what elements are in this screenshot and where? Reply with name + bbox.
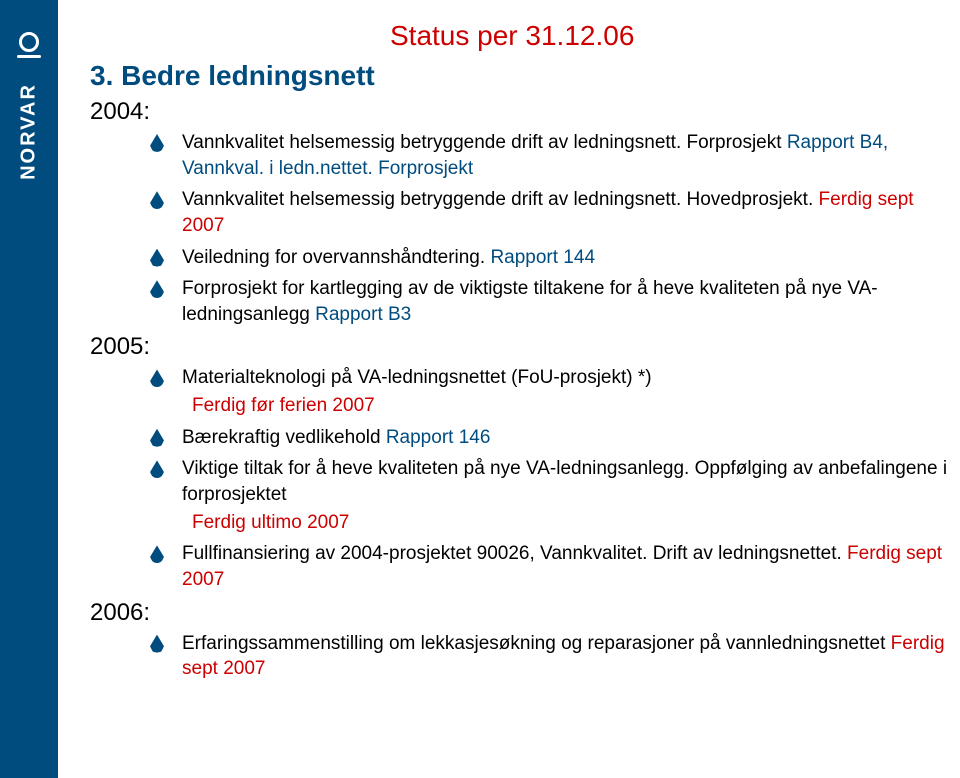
item-text: Erfaringssammenstilling om lekkasjesøkni… bbox=[182, 633, 891, 654]
list-item: Vannkvalitet helsemessig betryggende dri… bbox=[150, 130, 950, 181]
item-tail-blue: Rapport 146 bbox=[386, 427, 491, 448]
item-text: Forprosjekt for kartlegging av de viktig… bbox=[182, 278, 878, 325]
list-item: Fullfinansiering av 2004-prosjektet 9002… bbox=[150, 541, 950, 592]
slide-content: Status per 31.12.06 3. Bedre ledningsnet… bbox=[80, 20, 960, 758]
list-item: Vannkvalitet helsemessig betryggende dri… bbox=[150, 187, 950, 238]
item-text: Viktige tiltak for å heve kvaliteten på … bbox=[182, 458, 947, 505]
item-tail-blue: Rapport B3 bbox=[315, 304, 411, 325]
year-heading: 2005: bbox=[90, 333, 950, 361]
list-item: Veiledning for overvannshåndtering. Rapp… bbox=[150, 245, 950, 271]
item-text: Vannkvalitet helsemessig betryggende dri… bbox=[182, 189, 819, 210]
item-sub-red: Ferdig ultimo 2007 bbox=[182, 510, 950, 536]
list-item: Viktige tiltak for å heve kvaliteten på … bbox=[150, 456, 950, 535]
brand-label: NORVAR bbox=[18, 83, 41, 180]
norvar-logo-icon bbox=[14, 30, 44, 60]
item-text: Vannkvalitet helsemessig betryggende dri… bbox=[182, 132, 787, 153]
year-heading: 2004: bbox=[90, 98, 950, 126]
list-item: Forprosjekt for kartlegging av de viktig… bbox=[150, 276, 950, 327]
sidebar: NORVAR bbox=[0, 0, 58, 778]
item-text: Veiledning for overvannshåndtering. bbox=[182, 247, 490, 268]
item-sub-red: Ferdig før ferien 2007 bbox=[182, 393, 950, 419]
item-text: Materialteknologi på VA-ledningsnettet (… bbox=[182, 367, 652, 388]
list-item: Erfaringssammenstilling om lekkasjesøkni… bbox=[150, 631, 950, 682]
item-text: Fullfinansiering av 2004-prosjektet 9002… bbox=[182, 543, 847, 564]
year-heading: 2006: bbox=[90, 599, 950, 627]
item-tail-blue: Rapport 144 bbox=[490, 247, 595, 268]
list-item: Materialteknologi på VA-ledningsnettet (… bbox=[150, 365, 950, 418]
bullet-list-2004: Vannkvalitet helsemessig betryggende dri… bbox=[150, 130, 950, 327]
item-text: Bærekraftig vedlikehold bbox=[182, 427, 386, 448]
list-item: Bærekraftig vedlikehold Rapport 146 bbox=[150, 425, 950, 451]
bullet-list-2006: Erfaringssammenstilling om lekkasjesøkni… bbox=[150, 631, 950, 682]
status-line: Status per 31.12.06 bbox=[390, 20, 950, 52]
bullet-list-2005: Materialteknologi på VA-ledningsnettet (… bbox=[150, 365, 950, 592]
slide-title: 3. Bedre ledningsnett bbox=[90, 60, 950, 92]
